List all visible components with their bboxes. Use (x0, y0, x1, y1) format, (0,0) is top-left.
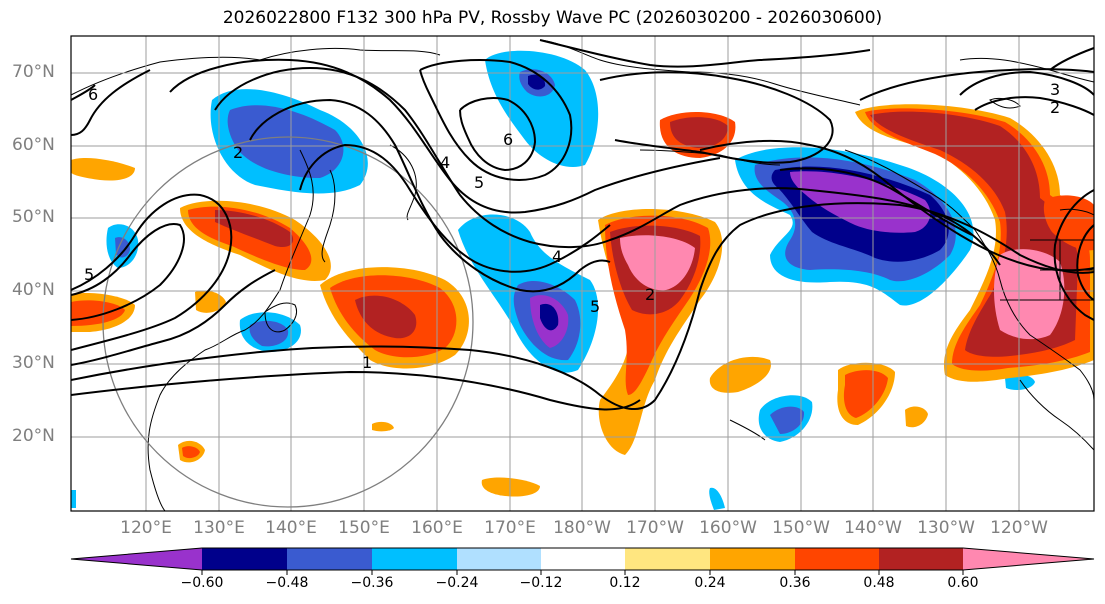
neg-anomaly-small (71, 224, 1035, 510)
pos-anomaly-west-coast (855, 104, 1094, 382)
lon-label: 120°E (120, 518, 172, 538)
contour-label: 3 (1050, 80, 1060, 99)
pos-anomaly-small (178, 356, 928, 497)
lon-label: 150°W (772, 518, 830, 538)
colorbar-tick-label: 0.36 (779, 575, 811, 591)
colorbar-segment (202, 548, 287, 570)
colorbar-min-extension (71, 548, 202, 570)
lat-label: 70°N (12, 62, 55, 82)
colorbar-segment (710, 548, 795, 570)
contour-label: 2 (233, 143, 243, 162)
lat-label: 60°N (12, 135, 55, 155)
lon-label: 160°E (411, 518, 463, 538)
colorbar-segment (625, 548, 710, 570)
reference-circle (102, 136, 474, 508)
lon-label: 130°W (917, 518, 975, 538)
neg-anomaly-west-japan (210, 89, 368, 194)
colorbar-tick-label: −0.12 (519, 575, 563, 591)
colorbar (70, 547, 1095, 575)
contour-label: 5 (590, 297, 600, 316)
contour-label: 5 (474, 173, 484, 192)
neg-anomaly-gulf-alaska (735, 147, 974, 306)
contour-label: 1 (362, 353, 372, 372)
lon-label: 130°E (193, 518, 245, 538)
colorbar-tick-label: −0.60 (180, 575, 224, 591)
colorbar-tick-label: 0.60 (947, 575, 979, 591)
colorbar-tick-label: 0.12 (609, 575, 641, 591)
colorbar-tick-label: 0.24 (694, 575, 726, 591)
colorbar-tick-label: −0.36 (350, 575, 394, 591)
lat-label: 30°N (12, 353, 55, 373)
contour-label: 6 (503, 130, 513, 149)
colorbar-tick-label: 0.48 (863, 575, 895, 591)
colorbar-segment (287, 548, 372, 570)
pos-anomaly-japan-east (320, 267, 469, 369)
lat-label: 40°N (12, 280, 55, 300)
colorbar-segment (541, 548, 625, 570)
pv-contours (71, 39, 1094, 411)
lon-label: 140°E (265, 518, 317, 538)
contour-label-group: 6 2 4 5 1 6 4 5 2 5 3 2 (84, 80, 1060, 372)
colorbar-segment (879, 548, 963, 570)
neg-anomaly-kamchatka (485, 50, 599, 168)
graticule (71, 36, 1094, 511)
colorbar-tick-label: −0.24 (435, 575, 479, 591)
pos-anomaly-japan-west (180, 200, 331, 281)
lon-label: 180°W (553, 518, 611, 538)
lon-label: 170°E (484, 518, 536, 538)
chart-title: 2026022800 F132 300 hPa PV, Rossby Wave … (222, 8, 883, 28)
lon-label: 160°W (699, 518, 757, 538)
lon-label: 150°E (338, 518, 390, 538)
lon-label: 140°W (844, 518, 902, 538)
lat-label: 50°N (12, 207, 55, 227)
pos-anomaly-north-pacific-ridge (598, 208, 723, 455)
colorbar-tick-label: −0.48 (265, 575, 309, 591)
lon-label: 120°W (990, 518, 1048, 538)
contour-label: 2 (645, 285, 655, 304)
colorbar-segment (795, 548, 879, 570)
pos-anomaly-left-edge (71, 157, 226, 332)
colorbar-max-extension (963, 548, 1094, 570)
colorbar-segment (457, 548, 541, 570)
contour-label: 2 (1050, 98, 1060, 117)
neg-anomaly-dateline-trough (458, 214, 599, 373)
contour-label: 4 (552, 247, 562, 266)
map-frame (70, 35, 1095, 512)
contour-label: 5 (84, 265, 94, 284)
colorbar-segment (372, 548, 457, 570)
contour-label: 4 (440, 153, 450, 172)
lat-label: 20°N (12, 426, 55, 446)
lon-label: 170°W (626, 518, 684, 538)
contour-label: 6 (88, 85, 98, 104)
